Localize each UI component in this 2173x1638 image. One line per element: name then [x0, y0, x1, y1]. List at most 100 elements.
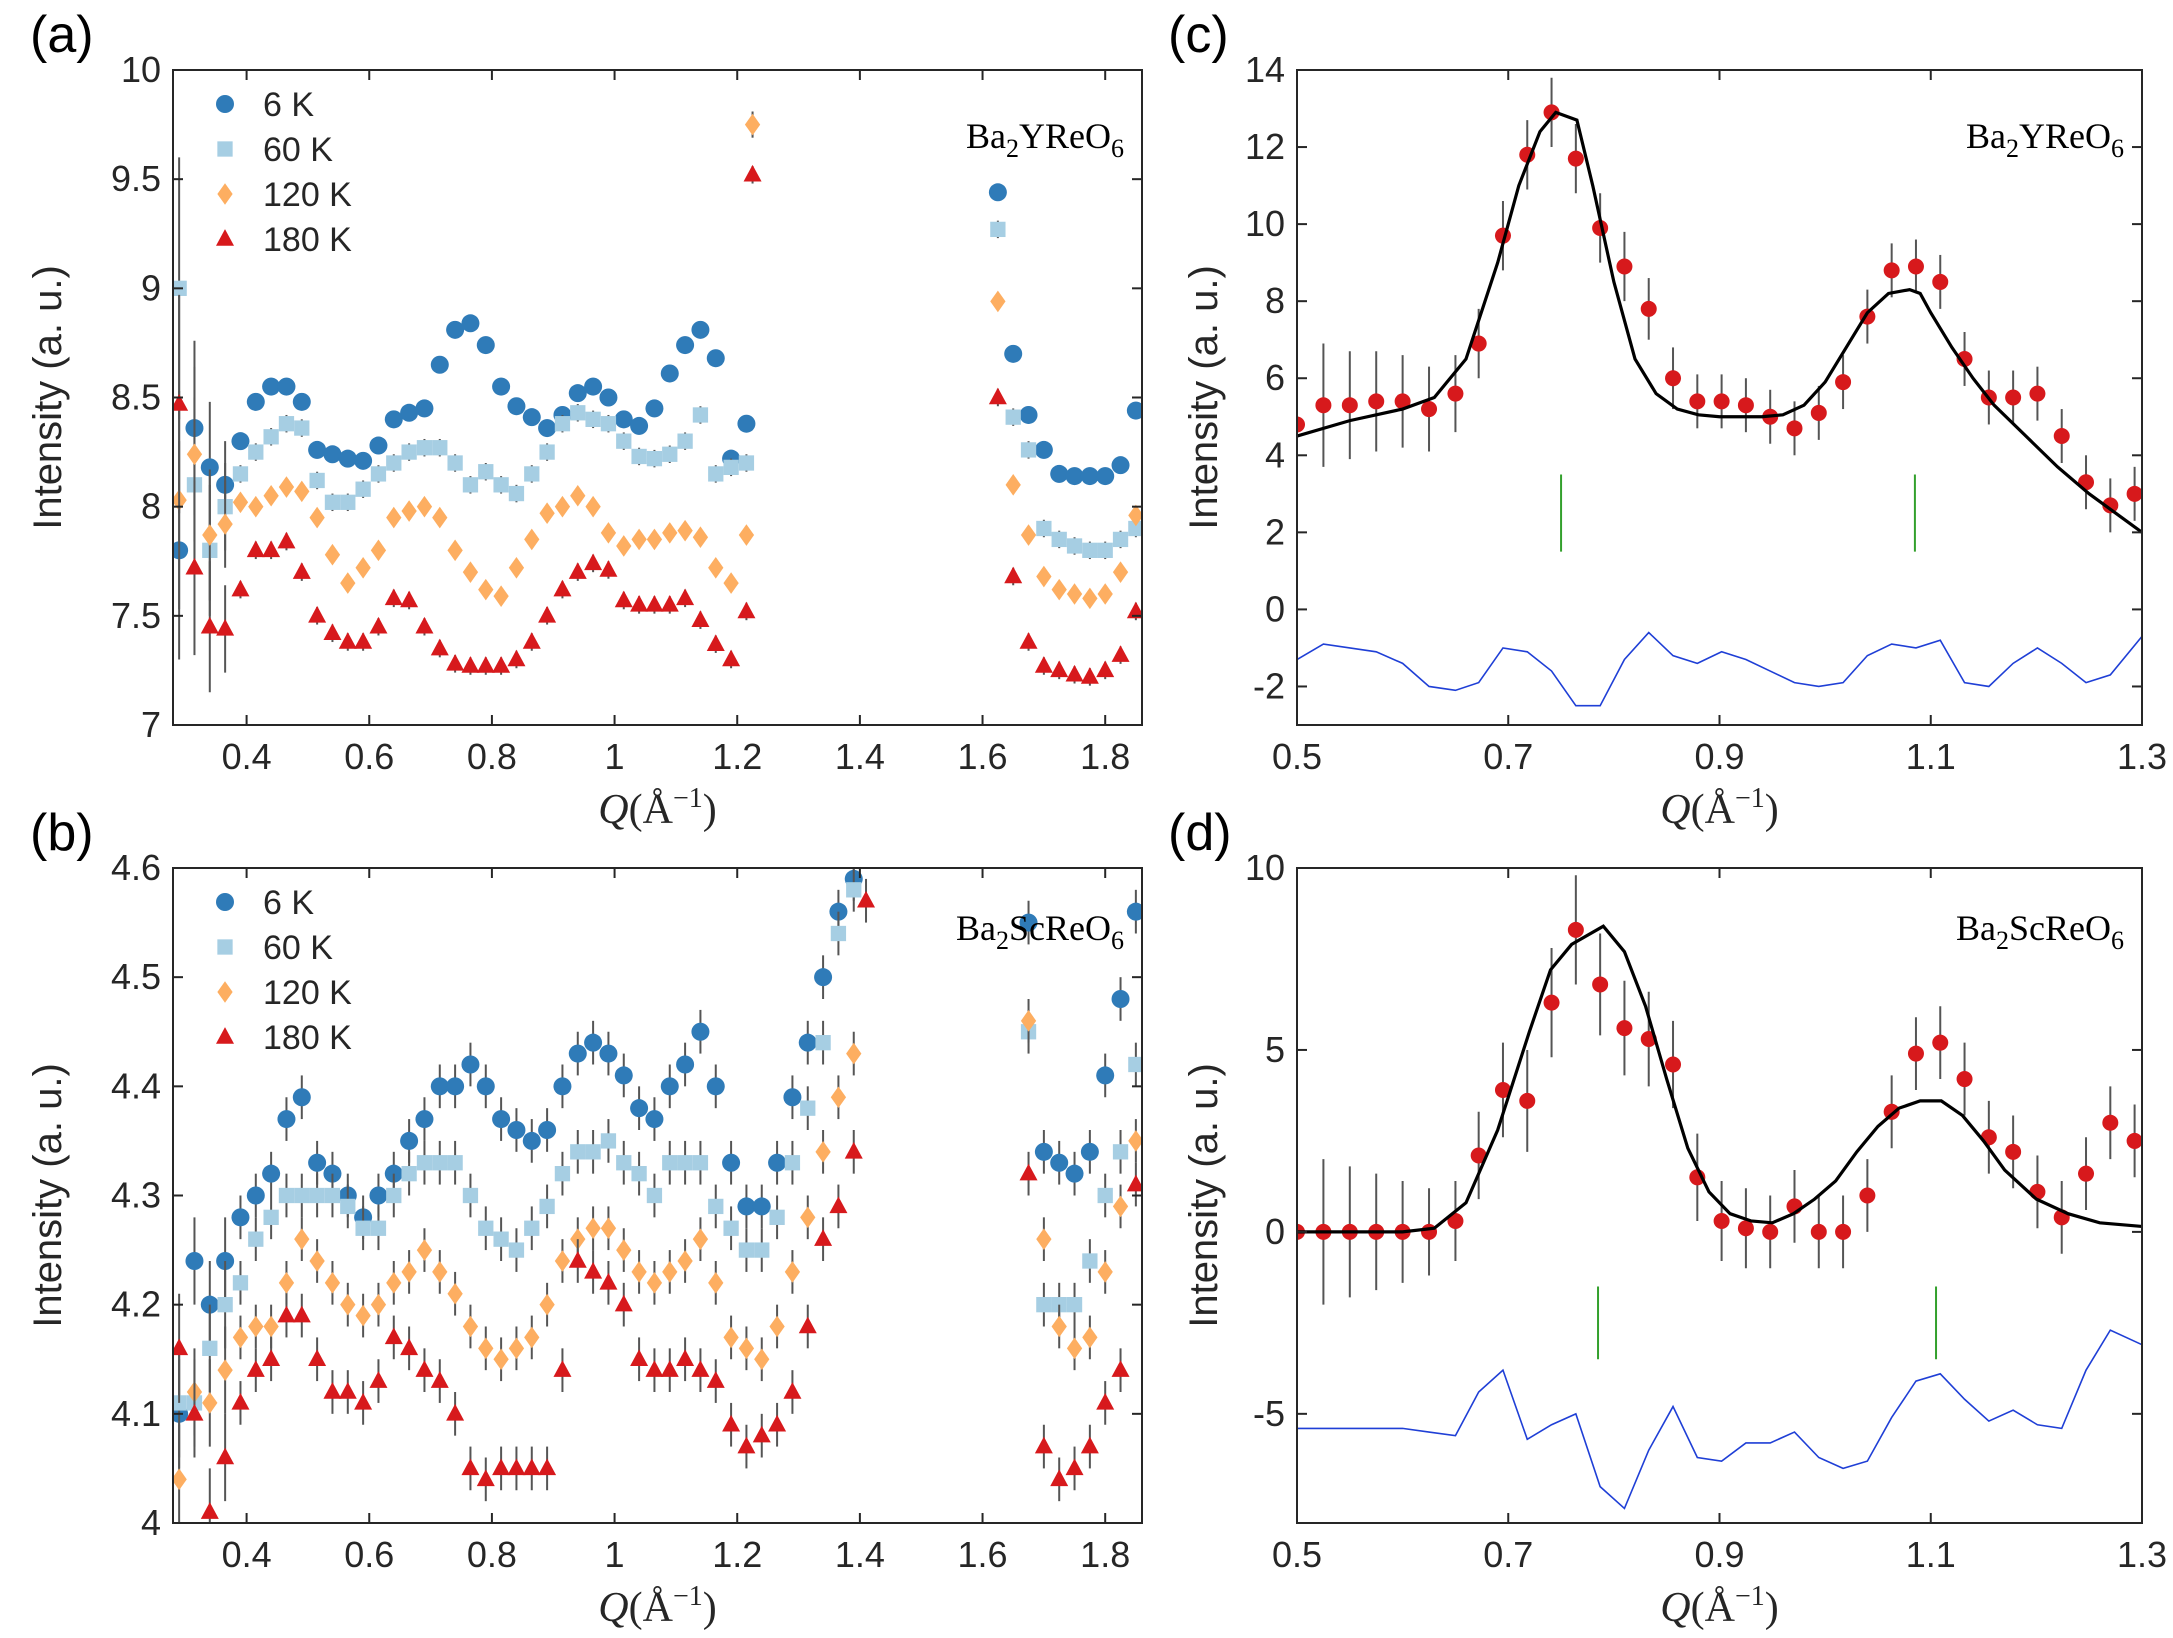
data-point — [231, 1208, 250, 1227]
data-point — [354, 1393, 373, 1410]
data-point — [1835, 1223, 1852, 1240]
data-point — [232, 1275, 249, 1291]
data-point — [857, 890, 876, 908]
x-tick-label: 1.3 — [2117, 1534, 2167, 1575]
data-point — [829, 1196, 848, 1214]
data-point — [1112, 1144, 1129, 1160]
data-point — [232, 491, 249, 514]
data-point — [616, 1155, 632, 1171]
data-point — [1315, 397, 1332, 414]
data-point — [262, 1164, 281, 1183]
data-point — [737, 1197, 756, 1216]
data-point — [173, 1395, 187, 1411]
data-point — [1640, 300, 1657, 317]
legend-label: 60 K — [263, 131, 333, 169]
legend: 6 K 60 K 120 K 180 K — [216, 884, 352, 1057]
x-tick-label: 0.9 — [1694, 736, 1744, 777]
data-point — [585, 1217, 601, 1240]
y-tick-label: 4.2 — [111, 1284, 161, 1325]
data-point — [462, 477, 479, 493]
data-point — [476, 336, 495, 355]
data-point — [614, 410, 633, 429]
y-tick-label: 6 — [1265, 357, 1285, 398]
data-point — [662, 522, 678, 544]
data-point — [447, 1282, 463, 1305]
data-point — [476, 656, 495, 673]
data-point — [677, 519, 693, 542]
data-point — [277, 531, 296, 549]
data-point — [1128, 1056, 1142, 1073]
legend: 6 K 60 K 120 K 180 K — [216, 86, 352, 259]
data-point — [691, 610, 710, 627]
data-point — [599, 388, 618, 407]
data-point — [1080, 1142, 1099, 1161]
data-point — [783, 1088, 802, 1107]
data-point — [1111, 645, 1130, 662]
x-axis-label-exp: −1 — [673, 783, 703, 814]
data-point — [1616, 258, 1633, 275]
data-point — [432, 1155, 448, 1171]
data-point — [846, 882, 862, 898]
y-axis-label: Intensity (a. u.) — [1182, 1063, 1226, 1328]
data-point — [492, 1458, 511, 1476]
data-point — [1019, 913, 1038, 932]
data-point — [340, 1198, 356, 1215]
y-tick-label: 10 — [1245, 847, 1285, 888]
data-point — [1447, 1212, 1464, 1229]
data-point — [478, 1220, 494, 1236]
plot-area — [173, 111, 1142, 693]
data-point — [631, 448, 647, 465]
x-axis-label-var: Q — [1660, 1585, 1690, 1631]
data-point — [599, 1272, 618, 1290]
data-point — [708, 466, 724, 482]
data-point — [660, 1077, 679, 1096]
x-axis-label-unit: (Å — [629, 1585, 674, 1631]
observed-data — [1297, 875, 2142, 1334]
data-point — [1020, 442, 1037, 458]
y-tick-label: 4.6 — [111, 847, 161, 888]
legend-label: 120 K — [263, 974, 352, 1012]
data-point — [1082, 1253, 1098, 1269]
data-point — [752, 1197, 771, 1216]
data-point — [706, 349, 725, 368]
x-tick-label: 0.4 — [222, 736, 272, 777]
data-point — [646, 1272, 663, 1294]
axes-frame — [1296, 867, 2143, 1524]
y-tick-label: 7 — [141, 704, 161, 745]
data-point — [737, 1436, 756, 1454]
panel-a: 0.4 0.6 0.8 1 1.2 1.4 1.6 1.8 7 7.5 8 8.5 9 9.5 10 Q(Å−… — [26, 6, 1143, 833]
y-tick-label: 10 — [121, 49, 161, 90]
data-point — [401, 1261, 417, 1283]
x-tick-label: 0.5 — [1272, 736, 1322, 777]
formula-sub: 2 — [1006, 134, 1019, 163]
x-axis-label-close: ) — [1765, 1585, 1779, 1631]
data-point — [630, 595, 649, 612]
legend-marker — [216, 95, 234, 113]
data-point — [784, 1261, 801, 1283]
data-point — [415, 616, 434, 634]
data-point — [645, 1360, 664, 1377]
data-point — [539, 444, 555, 460]
data-point — [614, 590, 633, 608]
data-point — [584, 1033, 603, 1052]
y-tick-label: 14 — [1245, 49, 1285, 90]
data-point — [1051, 531, 1067, 548]
data-point — [432, 1261, 448, 1283]
data-point — [2029, 385, 2046, 402]
x-axis-label: Q(Å−1) — [598, 783, 716, 833]
data-point — [631, 1261, 647, 1283]
data-point — [324, 543, 341, 566]
data-point — [1932, 1034, 1949, 1051]
data-point — [1066, 538, 1083, 554]
data-point — [1835, 374, 1852, 391]
y-tick-label: 5 — [1265, 1029, 1285, 1070]
data-point — [309, 506, 325, 529]
data-point — [1019, 1163, 1038, 1181]
x-axis-label-exp: −1 — [1735, 1581, 1765, 1612]
data-point — [1097, 1187, 1113, 1204]
data-point — [1421, 401, 1438, 418]
data-point — [340, 572, 356, 594]
data-point — [738, 1242, 755, 1258]
data-point — [200, 1502, 219, 1519]
data-point — [645, 399, 664, 418]
